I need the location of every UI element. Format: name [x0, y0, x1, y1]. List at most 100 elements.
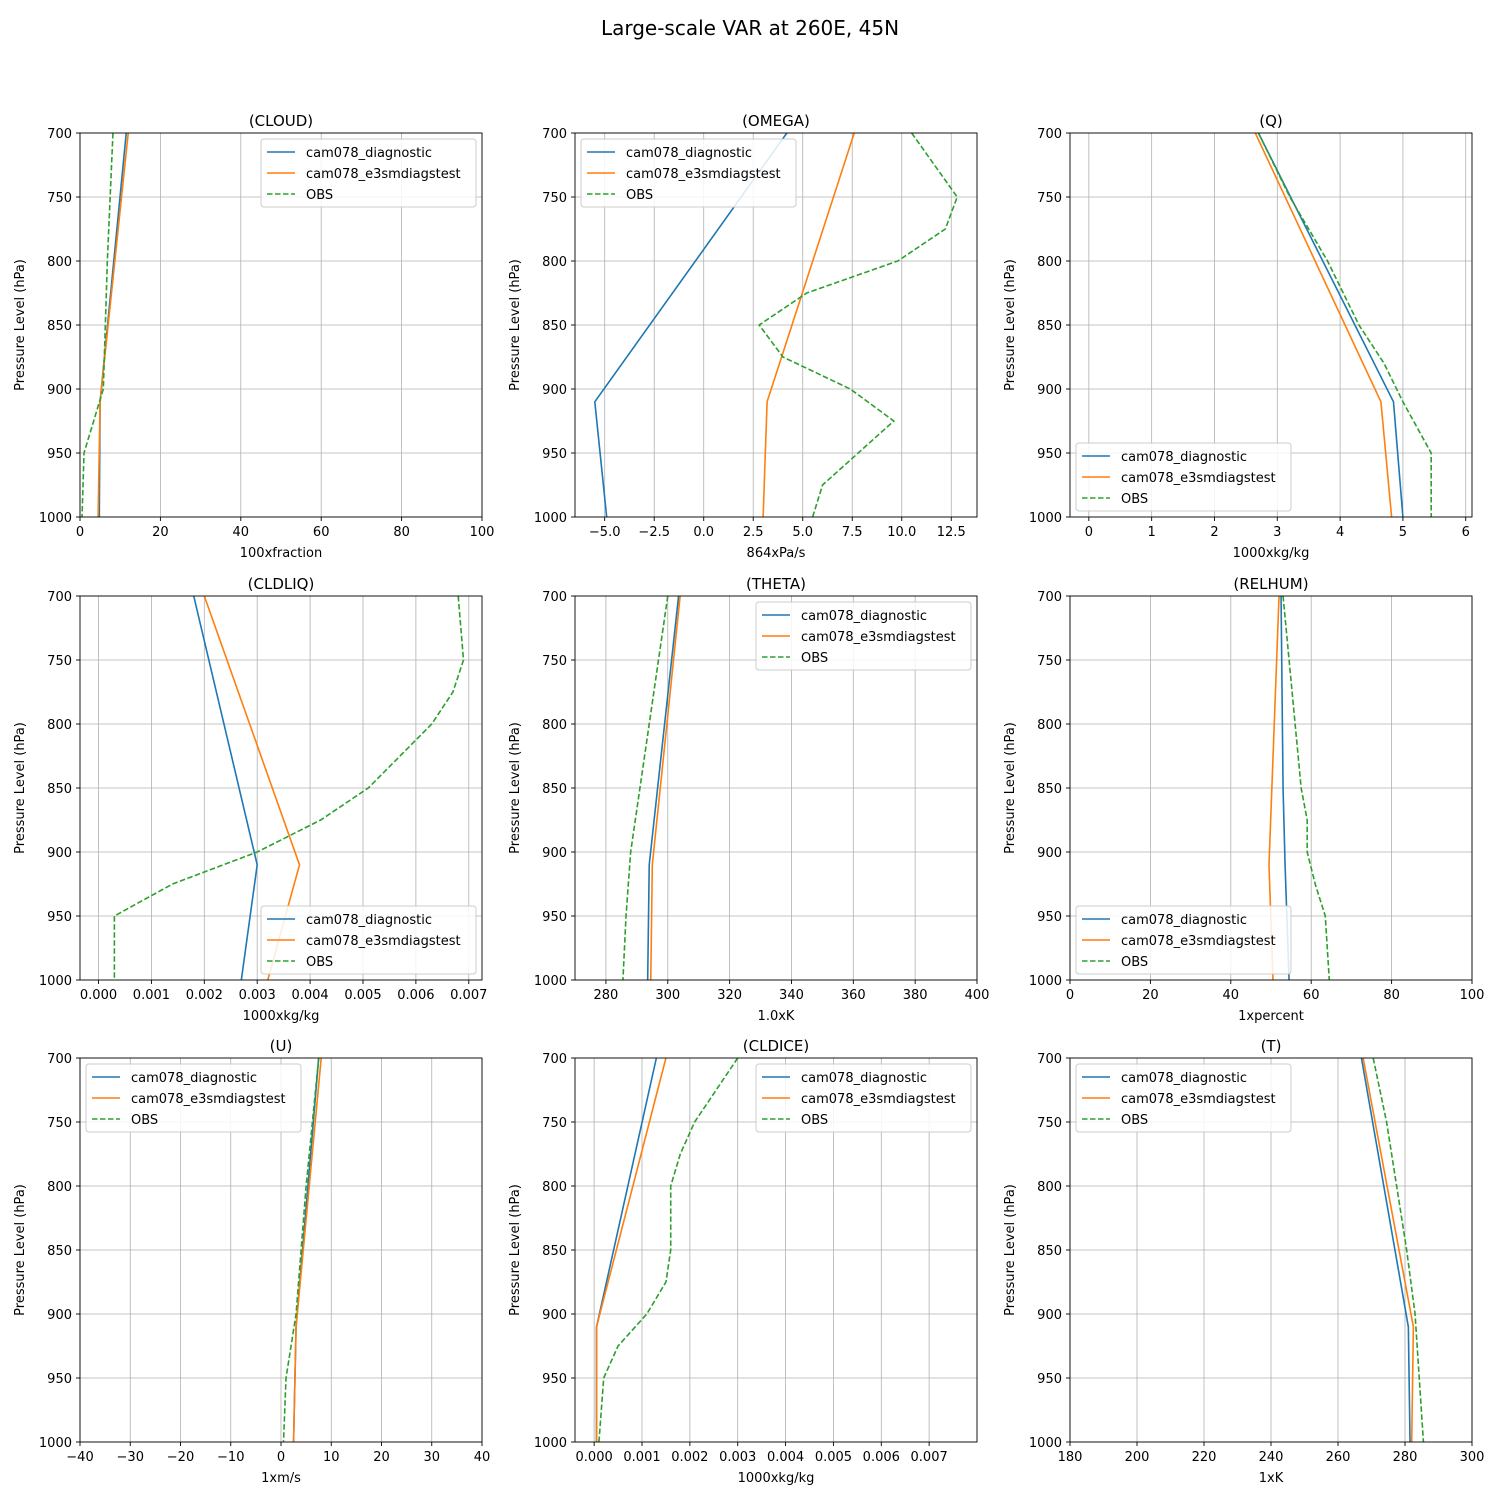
x-tick-label: 220: [1192, 1450, 1217, 1465]
subplot: −40 −30 −20 −10 0 10 20 30 40 700 750 800 850 900 950 1…: [13, 1037, 490, 1486]
y-tick-label: 1000: [534, 1436, 567, 1451]
legend: cam078_diagnostic cam078_e3smdiagstest OBS: [1075, 442, 1292, 512]
legend-label: OBS: [801, 1113, 828, 1128]
y-tick-label: 700: [1037, 590, 1062, 605]
legend-label: cam078_diagnostic: [306, 913, 432, 928]
x-tick-label: 0.004: [291, 988, 328, 1003]
subplot: 0 20 40 60 80 100 700 750 800 850 900 950 1000 (RELHU…: [1003, 575, 1484, 1024]
y-tick-label: 800: [542, 255, 567, 270]
x-tick-label: 0: [76, 525, 84, 540]
x-tick-label: 0.002: [671, 1450, 708, 1465]
y-tick-label: 800: [542, 718, 567, 733]
y-axis-label: Pressure Level (hPa): [13, 259, 28, 391]
y-tick-label: 850: [1037, 319, 1062, 334]
x-tick-label: 2.5: [743, 525, 764, 540]
subplot: 280 300 320 340 360 380 400 700 750 800 850 900 950 1…: [508, 575, 989, 1024]
x-tick-label: 60: [1303, 988, 1320, 1003]
x-tick-label: 40: [474, 1450, 491, 1465]
subplot-title: (CLDICE): [743, 1037, 809, 1055]
x-tick-label: 20: [152, 525, 169, 540]
x-tick-label: −10: [217, 1450, 244, 1465]
y-tick-label: 700: [47, 1052, 72, 1067]
y-tick-label: 1000: [1029, 511, 1062, 526]
y-axis-label: Pressure Level (hPa): [13, 1184, 28, 1316]
legend: cam078_diagnostic cam078_e3smdiagstest OBS: [755, 1063, 972, 1133]
figure-title: Large-scale VAR at 260E, 45N: [600, 16, 900, 40]
x-tick-label: 0.005: [344, 988, 381, 1003]
y-tick-label: 950: [542, 447, 567, 462]
y-tick-label: 900: [542, 1308, 567, 1323]
y-tick-label: 950: [1037, 910, 1062, 925]
y-tick-label: 900: [47, 383, 72, 398]
y-tick-label: 850: [47, 319, 72, 334]
y-tick-label: 1000: [1029, 974, 1062, 989]
y-tick-label: 750: [1037, 654, 1062, 669]
x-tick-label: 180: [1058, 1450, 1083, 1465]
y-tick-label: 750: [47, 1116, 72, 1131]
legend: cam078_diagnostic cam078_e3smdiagstest OBS: [755, 601, 972, 671]
x-axis-label: 864xPa/s: [747, 546, 806, 561]
legend-label: OBS: [1121, 492, 1148, 507]
legend: cam078_diagnostic cam078_e3smdiagstest OBS: [260, 138, 477, 208]
y-axis-label: Pressure Level (hPa): [13, 722, 28, 854]
x-tick-label: 0.001: [133, 988, 170, 1003]
legend-label: cam078_diagnostic: [626, 146, 752, 161]
legend-box: [260, 905, 477, 975]
subplot: 0 1 2 3 4 5 6 700 750 800 850 900 950 1000 (Q) 1000xkg/…: [1003, 112, 1473, 561]
legend-label: OBS: [1121, 955, 1148, 970]
x-tick-label: 0: [277, 1450, 285, 1465]
x-axis-label: 100xfraction: [240, 546, 322, 561]
y-tick-label: 1000: [39, 511, 72, 526]
legend-label: OBS: [626, 188, 653, 203]
y-tick-label: 700: [542, 590, 567, 605]
x-tick-label: 1: [1148, 525, 1156, 540]
x-tick-label: 100: [470, 525, 495, 540]
y-tick-label: 700: [47, 127, 72, 142]
x-axis-label: 1xK: [1259, 1471, 1284, 1486]
y-tick-label: 950: [542, 910, 567, 925]
legend: cam078_diagnostic cam078_e3smdiagstest OBS: [260, 905, 477, 975]
legend-label: cam078_diagnostic: [1121, 1071, 1247, 1086]
legend-label: cam078_e3smdiagstest: [306, 167, 461, 182]
legend-label: cam078_diagnostic: [801, 1071, 927, 1086]
legend-label: cam078_diagnostic: [131, 1071, 257, 1086]
x-tick-label: 0.002: [186, 988, 223, 1003]
y-tick-label: 950: [1037, 1372, 1062, 1387]
x-tick-label: 5.0: [792, 525, 813, 540]
y-tick-label: 700: [542, 127, 567, 142]
y-tick-label: 900: [1037, 1308, 1062, 1323]
x-tick-label: −2.5: [638, 525, 670, 540]
subplot: 0.000 0.001 0.002 0.003 0.004 0.005 0.006 0.007…: [508, 1037, 978, 1486]
y-tick-label: 800: [47, 255, 72, 270]
x-tick-label: 3: [1273, 525, 1281, 540]
series-line: [1257, 132, 1432, 517]
legend-label: OBS: [1121, 1113, 1148, 1128]
x-tick-label: 380: [903, 988, 928, 1003]
legend-box: [755, 601, 972, 671]
x-tick-label: 300: [1460, 1450, 1485, 1465]
legend-label: OBS: [306, 955, 333, 970]
legend-label: cam078_e3smdiagstest: [801, 1092, 956, 1107]
series-line: [1282, 595, 1331, 981]
y-tick-label: 1000: [1029, 1436, 1062, 1451]
x-tick-label: 280: [594, 988, 619, 1003]
x-tick-label: 5: [1399, 525, 1407, 540]
legend: cam078_diagnostic cam078_e3smdiagstest OBS: [580, 138, 797, 208]
legend-box: [580, 138, 797, 208]
y-axis-label: Pressure Level (hPa): [508, 259, 523, 391]
x-tick-label: 0.0: [693, 525, 714, 540]
y-axis-label: Pressure Level (hPa): [508, 1184, 523, 1316]
y-tick-label: 900: [542, 846, 567, 861]
legend: cam078_diagnostic cam078_e3smdiagstest OBS: [85, 1063, 302, 1133]
legend-box: [85, 1063, 302, 1133]
x-tick-label: 2: [1210, 525, 1218, 540]
x-tick-label: 340: [779, 988, 804, 1003]
legend: cam078_diagnostic cam078_e3smdiagstest OBS: [1075, 1063, 1292, 1133]
x-axis-label: 1xpercent: [1238, 1009, 1304, 1024]
y-tick-label: 850: [542, 782, 567, 797]
y-tick-label: 850: [1037, 1244, 1062, 1259]
x-tick-label: −30: [117, 1450, 144, 1465]
legend-label: cam078_e3smdiagstest: [1121, 471, 1276, 486]
x-tick-label: 0.004: [767, 1450, 804, 1465]
